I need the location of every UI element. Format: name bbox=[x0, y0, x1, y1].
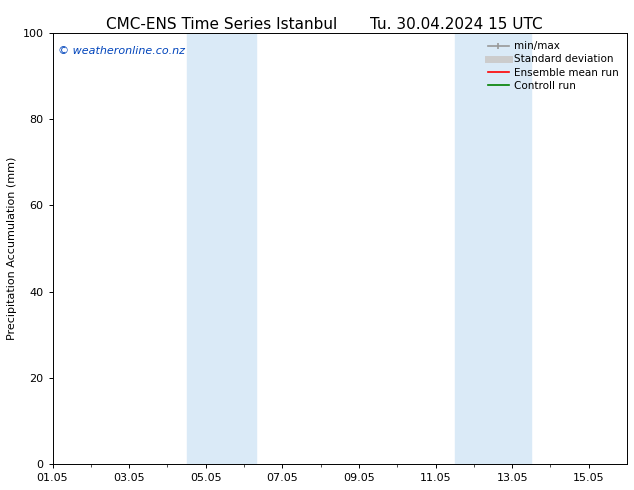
Text: CMC-ENS Time Series Istanbul: CMC-ENS Time Series Istanbul bbox=[107, 17, 337, 32]
Text: © weatheronline.co.nz: © weatheronline.co.nz bbox=[58, 46, 185, 56]
Y-axis label: Precipitation Accumulation (mm): Precipitation Accumulation (mm) bbox=[7, 157, 17, 340]
Text: Tu. 30.04.2024 15 UTC: Tu. 30.04.2024 15 UTC bbox=[370, 17, 543, 32]
Bar bbox=[455, 33, 531, 464]
Bar bbox=[186, 33, 256, 464]
Legend: min/max, Standard deviation, Ensemble mean run, Controll run: min/max, Standard deviation, Ensemble me… bbox=[485, 38, 622, 94]
